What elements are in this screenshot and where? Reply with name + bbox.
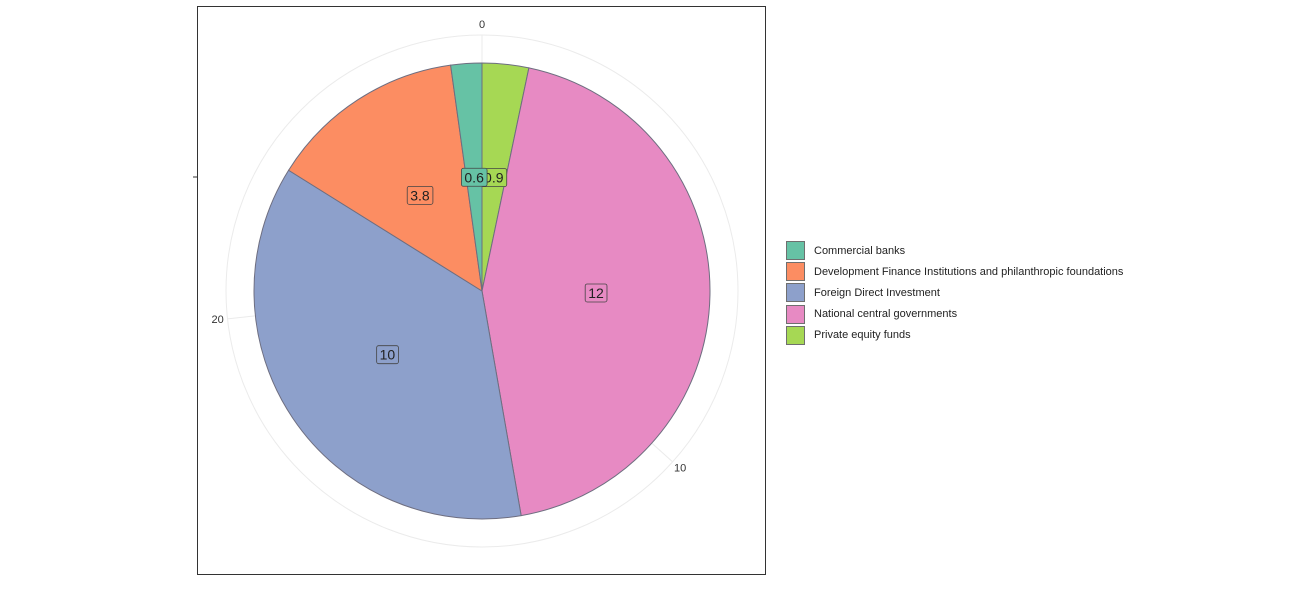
legend-key — [786, 304, 805, 324]
legend-label: Commercial banks — [814, 244, 906, 257]
gridline — [227, 315, 256, 320]
legend-label: Foreign Direct Investment — [814, 286, 940, 299]
legend-item: Private equity funds — [786, 325, 1123, 346]
legend-item: Development Finance Institutions and phi… — [786, 261, 1123, 282]
legend-key — [786, 241, 805, 261]
legend-label: Development Finance Institutions and phi… — [814, 265, 1124, 278]
slice-value-text: 12 — [588, 285, 604, 301]
pie-slices — [253, 62, 711, 520]
slice-label-box — [584, 283, 608, 303]
legend-item: National central governments — [786, 304, 1123, 325]
pie-slice — [287, 64, 483, 292]
slice-value-text: 3.8 — [410, 187, 430, 203]
slice-label-box — [461, 167, 488, 187]
legend-key — [786, 325, 805, 345]
axis-tick-label: 10 — [674, 463, 686, 475]
slice-value-label: 0.6 — [461, 167, 488, 187]
slice-label-box — [376, 345, 399, 365]
axis-tick-label: 0 — [479, 19, 485, 31]
legend-item: Commercial banks — [786, 240, 1123, 261]
axis-tick-label: 20 — [211, 314, 223, 326]
slice-value-label: 3.8 — [406, 185, 434, 205]
angular-tick-labels: 0 10 20 — [211, 19, 686, 475]
legend-key — [786, 283, 805, 303]
legend-item: Foreign Direct Investment — [786, 282, 1123, 303]
slice-value-labels: 0.9 12 10 3.8 0.6 — [376, 167, 608, 365]
legend-label: Private equity funds — [814, 329, 911, 342]
gridline — [651, 442, 673, 463]
slice-label-box — [406, 185, 434, 205]
slice-value-label: 10 — [376, 345, 399, 365]
slice-value-text: 10 — [380, 347, 396, 363]
legend-key — [786, 262, 805, 282]
angular-gridlines — [227, 35, 673, 463]
slice-value-label: 12 — [584, 283, 608, 303]
slice-value-text: 0.6 — [464, 169, 484, 185]
legend: Commercial banks Development Finance Ins… — [786, 240, 1123, 346]
legend-label: National central governments — [814, 308, 958, 321]
slice-value-text: 0.9 — [484, 170, 504, 186]
pie-slice — [253, 169, 522, 520]
